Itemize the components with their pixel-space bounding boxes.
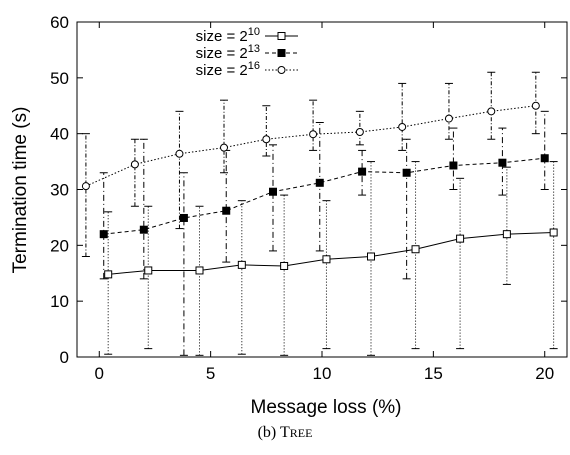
- x-tick-label: 15: [424, 364, 443, 383]
- data-point-1: [498, 158, 507, 167]
- data-point-2: [487, 107, 496, 116]
- y-tick-label: 60: [50, 13, 69, 32]
- data-point-1: [315, 178, 324, 187]
- legend-label-2: size = 216: [196, 60, 260, 79]
- y-tick-label: 20: [50, 236, 69, 255]
- data-point-1: [449, 161, 458, 170]
- markers: [81, 101, 558, 279]
- figure-caption: (b) TREE: [0, 424, 570, 442]
- data-point-1: [179, 213, 188, 222]
- data-point-2: [398, 122, 407, 131]
- data-point-1: [139, 225, 148, 234]
- y-tick-label: 30: [50, 181, 69, 200]
- data-point-0: [456, 234, 465, 243]
- caption-prefix: (b) T: [257, 424, 290, 441]
- y-tick-label: 0: [60, 348, 69, 367]
- data-point-0: [237, 260, 246, 269]
- error-bars: [81, 71, 558, 356]
- data-point-1: [358, 167, 367, 176]
- data-point-0: [367, 252, 375, 261]
- series-line-0: [108, 231, 554, 275]
- y-tick-label: 10: [50, 292, 69, 311]
- data-point-0: [502, 230, 511, 239]
- data-point-0: [144, 266, 153, 275]
- data-point-2: [309, 130, 318, 139]
- data-point-2: [444, 114, 453, 123]
- data-point-1: [269, 187, 277, 196]
- data-point-0: [195, 266, 204, 275]
- legend-marker-1: [277, 49, 286, 57]
- data-point-2: [175, 149, 184, 158]
- ticks: 0 5 10 15 20 0 10 20 30 40 50 60: [50, 13, 567, 383]
- data-point-0: [104, 270, 113, 279]
- y-tick-label: 50: [50, 69, 69, 88]
- caption-smallcaps: REE: [289, 426, 313, 440]
- x-tick-label: 10: [313, 364, 332, 383]
- y-tick-label: 40: [50, 125, 69, 144]
- legend-marker-2: [277, 66, 286, 74]
- data-point-0: [280, 261, 289, 270]
- y-axis-title: Termination time (s): [10, 107, 31, 274]
- x-axis-title: Message loss (%): [251, 397, 402, 418]
- x-tick-label: 5: [206, 364, 215, 383]
- data-point-1: [402, 168, 411, 177]
- series-line-1: [103, 157, 545, 235]
- data-point-0: [549, 228, 558, 237]
- legend-label-1: size = 213: [196, 43, 260, 62]
- data-point-0: [411, 245, 420, 254]
- x-tick-label: 0: [95, 364, 104, 383]
- series-line-2: [85, 105, 536, 187]
- legend-label-0: size = 210: [196, 26, 260, 45]
- data-point-1: [540, 154, 549, 163]
- data-point-2: [130, 160, 139, 169]
- legend-marker-0: [277, 32, 286, 40]
- data-point-2: [220, 143, 228, 152]
- data-point-2: [355, 127, 364, 136]
- x-tick-label: 20: [535, 364, 554, 383]
- data-point-0: [322, 255, 331, 264]
- data-point-1: [99, 230, 108, 239]
- data-point-2: [81, 182, 90, 191]
- data-point-2: [262, 135, 271, 144]
- data-point-1: [222, 206, 231, 215]
- data-point-2: [531, 101, 540, 110]
